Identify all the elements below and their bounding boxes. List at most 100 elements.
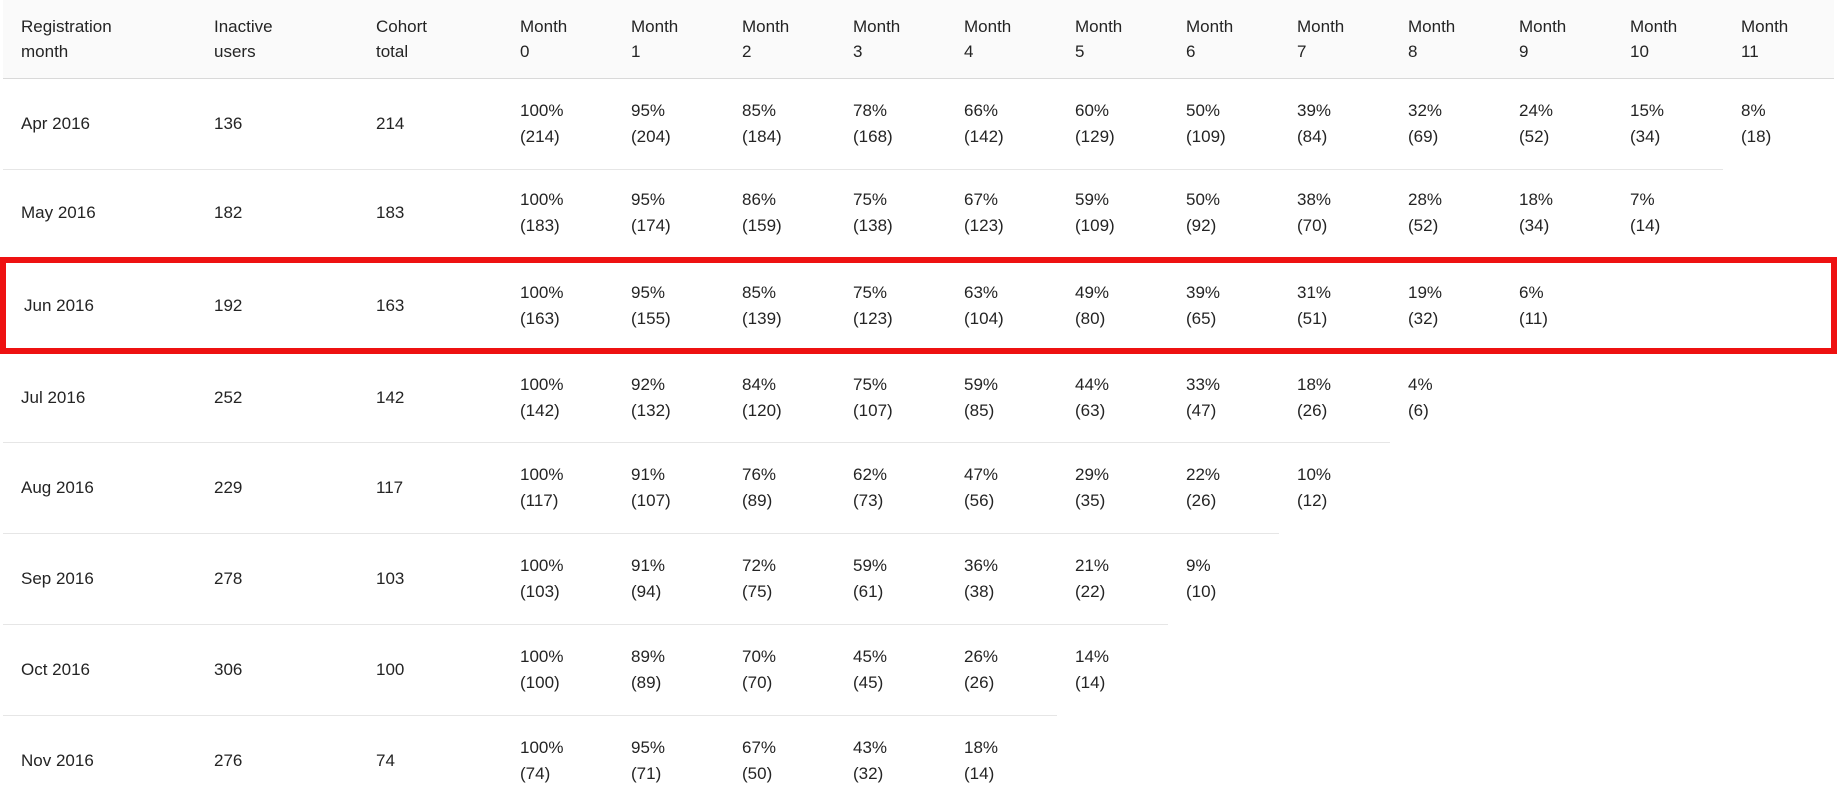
retention-cell-month-0: 100% (142) [502, 350, 613, 442]
retention-cell-month-0: 100% (117) [502, 441, 613, 533]
retention-count: (51) [1297, 308, 1328, 328]
retention-count: (184) [742, 126, 782, 146]
retention-count: (14) [1630, 216, 1661, 236]
retention-count: (155) [631, 308, 671, 328]
retention-count: (107) [631, 490, 671, 510]
retention-cell-month-11 [1723, 351, 1834, 442]
retention-cell-month-5: 29% (35) [1057, 441, 1168, 533]
retention-cell-month-8: 32% (69) [1390, 78, 1501, 169]
retention-cell-month-9 [1501, 715, 1612, 806]
retention-cell-month-7: 18% (26) [1279, 350, 1390, 442]
retention-count: (26) [964, 672, 995, 692]
retention-percentage: 100% [520, 374, 564, 394]
retention-cell-month-11 [1723, 257, 1837, 354]
retention-percentage: 100% [520, 555, 564, 575]
retention-percentage: 7% [1630, 190, 1655, 210]
retention-cell-month-6: 33% (47) [1168, 350, 1279, 442]
retention-count: (129) [1075, 126, 1115, 146]
retention-cell-month-5 [1057, 715, 1168, 806]
retention-count: (38) [964, 581, 995, 601]
column-header-month_9: Month 9 [1501, 0, 1612, 79]
column-header-label: Month 6 [1186, 16, 1234, 61]
inactive-users-cell: 192 [196, 257, 358, 354]
retention-cell-month-5: 59% (109) [1057, 168, 1168, 260]
retention-count: (214) [520, 126, 560, 146]
retention-cell-month-6 [1168, 624, 1279, 715]
retention-count: (22) [1075, 581, 1106, 601]
table-body: Apr 2016 136 214 100% (214) 95% (204) 85% (184) 7… [0, 78, 1837, 806]
retention-percentage: 39% [1186, 282, 1221, 302]
retention-count: (94) [631, 581, 662, 601]
retention-percentage: 62% [853, 464, 888, 484]
column-header-month_1: Month 1 [613, 0, 724, 79]
column-header-month_8: Month 8 [1390, 0, 1501, 79]
retention-count: (139) [742, 308, 782, 328]
retention-percentage: 89% [631, 646, 666, 666]
retention-percentage: 91% [631, 555, 666, 575]
retention-cell-month-7: 39% (84) [1279, 78, 1390, 169]
cohort-total-cell: 100 [358, 623, 502, 715]
retention-cell-month-3: 78% (168) [835, 78, 946, 169]
retention-cell-month-6 [1168, 715, 1279, 806]
retention-cell-month-3: 59% (61) [835, 532, 946, 624]
retention-count: (120) [742, 400, 782, 420]
retention-cell-month-0: 100% (103) [502, 532, 613, 624]
retention-percentage: 67% [742, 737, 777, 757]
retention-percentage: 63% [964, 282, 999, 302]
retention-cell-month-5: 60% (129) [1057, 78, 1168, 169]
retention-count: (32) [853, 763, 884, 783]
retention-percentage: 75% [853, 190, 888, 210]
retention-count: (71) [631, 763, 662, 783]
retention-percentage: 36% [964, 555, 999, 575]
registration-month-cell: Sep 2016 [3, 532, 196, 624]
retention-percentage: 45% [853, 646, 888, 666]
retention-cell-month-6: 50% (92) [1168, 168, 1279, 260]
retention-percentage: 100% [520, 646, 564, 666]
cohort-row: May 2016 182 183 100% (183) 95% (174) 86% (159) 7… [3, 168, 1834, 260]
retention-percentage: 21% [1075, 555, 1110, 575]
retention-count: (26) [1297, 400, 1328, 420]
retention-percentage: 86% [742, 190, 777, 210]
retention-cell-month-8: 4% (6) [1390, 350, 1501, 442]
registration-month-cell: Oct 2016 [3, 623, 196, 715]
column-header-label: Month 7 [1297, 16, 1345, 61]
retention-cell-month-10: 15% (34) [1612, 78, 1723, 169]
retention-percentage: 18% [1519, 190, 1554, 210]
retention-percentage: 4% [1408, 375, 1433, 394]
retention-count: (80) [1075, 308, 1106, 328]
retention-cell-month-7: 38% (70) [1279, 168, 1390, 260]
retention-count: (117) [520, 490, 559, 510]
retention-cell-month-2: 84% (120) [724, 350, 835, 442]
retention-count: (73) [853, 490, 884, 510]
retention-cell-month-8 [1390, 533, 1501, 624]
cohort-total-cell: 117 [358, 441, 502, 533]
retention-count: (100) [520, 672, 560, 692]
column-header-month_3: Month 3 [835, 0, 946, 79]
cohort-row: Apr 2016 136 214 100% (214) 95% (204) 85% (184) 7… [3, 78, 1834, 169]
retention-percentage: 78% [853, 100, 888, 120]
retention-cell-month-8: 28% (52) [1390, 168, 1501, 260]
retention-count: (14) [964, 763, 995, 783]
retention-count: (14) [1075, 672, 1106, 692]
retention-cell-month-3: 75% (107) [835, 350, 946, 442]
registration-month-cell: Apr 2016 [21, 113, 90, 133]
inactive-users-cell: 229 [196, 441, 358, 533]
retention-percentage: 49% [1075, 282, 1110, 302]
retention-percentage: 43% [853, 737, 888, 757]
retention-percentage: 22% [1186, 464, 1221, 484]
retention-count: (32) [1408, 308, 1439, 328]
retention-count: (84) [1297, 126, 1328, 146]
retention-count: (168) [853, 126, 893, 146]
retention-cell-month-8 [1390, 442, 1501, 533]
retention-percentage: 85% [742, 282, 777, 302]
retention-cell-month-10 [1612, 533, 1723, 624]
column-header-registration_month: Registration month [3, 0, 196, 79]
inactive-users-cell: 182 [196, 168, 358, 260]
column-header-inactive_users: Inactive users [196, 0, 358, 79]
retention-cell-month-9 [1501, 533, 1612, 624]
retention-count: (142) [520, 400, 560, 420]
retention-percentage: 100% [520, 100, 564, 120]
retention-count: (92) [1186, 216, 1217, 236]
retention-cell-month-9: 24% (52) [1501, 78, 1612, 169]
